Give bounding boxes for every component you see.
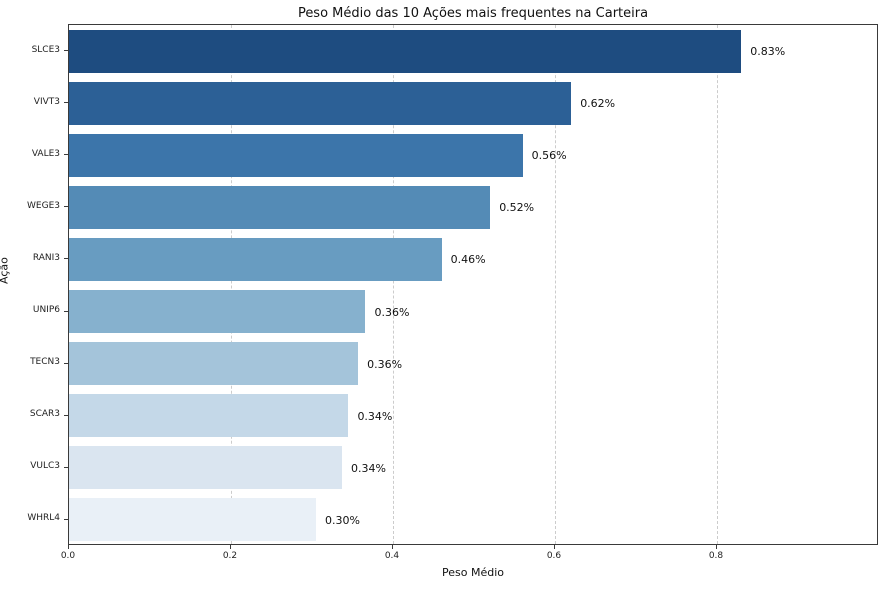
bar-vivt3 <box>69 81 572 125</box>
xtick-mark-0.6 <box>554 545 555 549</box>
ytick-label-wege3: WEGE3 <box>27 200 60 211</box>
bar-vale3 <box>69 133 523 177</box>
xtick-mark-0.8 <box>716 545 717 549</box>
value-label-vale3: 0.56% <box>531 149 567 163</box>
bar-rani3 <box>69 237 442 281</box>
ytick-label-unip6: UNIP6 <box>32 305 60 316</box>
gridline-x-0.8 <box>717 25 718 544</box>
ytick-mark-vulc3 <box>64 466 68 468</box>
xtick-mark-0.0 <box>68 545 69 549</box>
ytick-label-tecn3: TECN3 <box>30 357 60 368</box>
ytick-label-rani3: RANI3 <box>32 252 60 263</box>
bar-whrl4 <box>69 498 317 542</box>
value-label-vivt3: 0.62% <box>580 97 616 111</box>
xtick-mark-0.4 <box>392 545 393 549</box>
ytick-mark-slce3 <box>64 50 68 52</box>
bar-unip6 <box>69 290 366 334</box>
ytick-mark-unip6 <box>64 310 68 312</box>
ytick-mark-wege3 <box>64 206 68 208</box>
value-label-scar3: 0.34% <box>357 409 393 423</box>
ytick-label-vivt3: VIVT3 <box>33 96 60 107</box>
ytick-mark-scar3 <box>64 414 68 416</box>
xtick-label-0.0: 0.0 <box>60 551 76 561</box>
bar-tecn3 <box>69 342 359 386</box>
plot-area: 0.83% 0.62% 0.56% 0.52% 0.46% 0.36% 0.36% 0.34%… <box>68 24 878 545</box>
xtick-label-0.2: 0.2 <box>222 551 238 561</box>
value-label-tecn3: 0.36% <box>367 357 403 371</box>
ytick-label-scar3: SCAR3 <box>29 409 60 420</box>
value-label-wege3: 0.52% <box>499 201 535 215</box>
ytick-label-vale3: VALE3 <box>31 148 60 159</box>
bar-vulc3 <box>69 446 342 490</box>
value-label-vulc3: 0.34% <box>350 461 386 475</box>
bar-wege3 <box>69 185 491 229</box>
gridline-x-0.6 <box>555 25 556 544</box>
bar-slce3 <box>69 29 742 73</box>
ytick-label-vulc3: VULC3 <box>30 461 60 472</box>
value-label-whrl4: 0.30% <box>325 513 360 527</box>
ytick-mark-rani3 <box>64 258 68 260</box>
bar-scar3 <box>69 394 349 438</box>
ytick-mark-tecn3 <box>64 362 68 364</box>
gridline-x-0.4 <box>393 25 394 544</box>
gridline-x-0.2 <box>231 25 232 544</box>
value-label-rani3: 0.46% <box>450 253 486 267</box>
ytick-label-slce3: SLCE3 <box>31 44 60 55</box>
x-axis-label: Peso Médio <box>442 566 504 579</box>
ytick-mark-whrl4 <box>64 518 68 520</box>
ytick-label-whrl4: WHRL4 <box>27 513 60 524</box>
xtick-label-0.6: 0.6 <box>546 551 562 561</box>
value-label-unip6: 0.36% <box>374 305 410 319</box>
xtick-label-0.4: 0.4 <box>384 551 400 561</box>
ytick-mark-vivt3 <box>64 102 68 104</box>
xtick-mark-0.2 <box>230 545 231 549</box>
value-label-slce3: 0.83% <box>750 45 786 59</box>
xtick-label-0.8: 0.8 <box>708 551 724 561</box>
chart-title: Peso Médio das 10 Ações mais frequentes … <box>297 6 649 21</box>
ytick-mark-vale3 <box>64 154 68 156</box>
